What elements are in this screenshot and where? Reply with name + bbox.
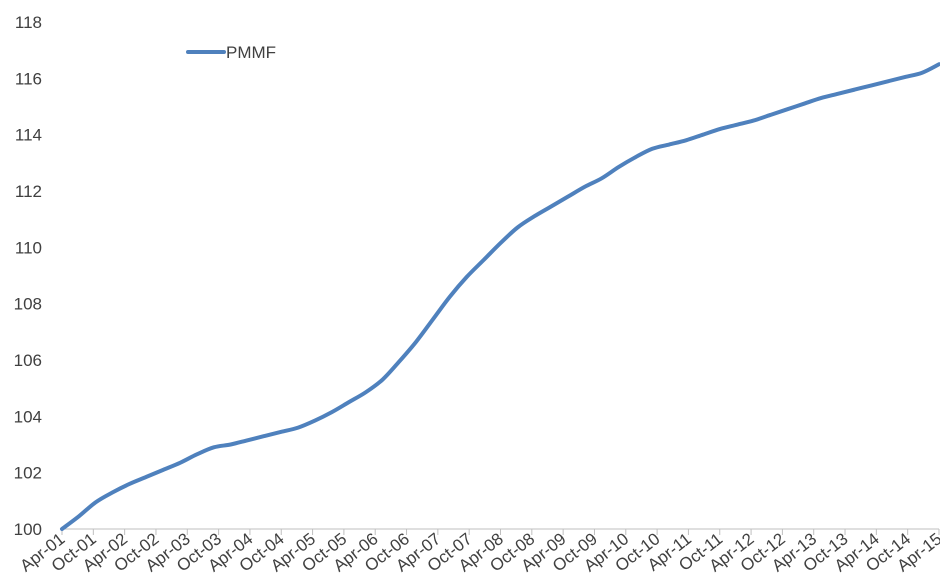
y-tick-label: 106 (14, 351, 42, 370)
y-tick-label: 116 (15, 69, 42, 88)
y-tick-label: 100 (14, 520, 42, 539)
y-tick-label: 110 (15, 238, 42, 257)
y-tick-label: 114 (15, 126, 42, 145)
series-line-pmmf (60, 62, 940, 531)
y-tick-label: 112 (15, 182, 42, 201)
legend-label: PMMF (226, 43, 276, 62)
y-tick-label: 102 (14, 464, 42, 483)
legend: PMMF (186, 43, 276, 62)
y-tick-label: 104 (14, 407, 42, 426)
y-tick-label: 108 (14, 295, 42, 314)
y-tick-label: 118 (15, 13, 42, 32)
series-layer (60, 62, 940, 531)
x-axis: Apr-01Oct-01Apr-02Oct-02Apr-03Oct-03Apr-… (17, 528, 940, 576)
y-axis: 100 102 104 106 108 110 112 114 116 118 (14, 13, 42, 539)
